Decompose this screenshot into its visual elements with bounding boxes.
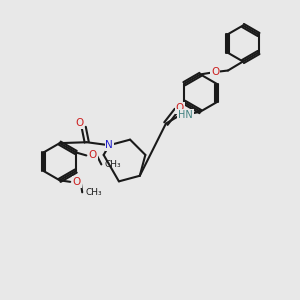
Text: N: N bbox=[105, 140, 113, 150]
Text: O: O bbox=[75, 118, 83, 128]
Text: HN: HN bbox=[178, 110, 193, 120]
Text: O: O bbox=[73, 177, 81, 187]
Text: O: O bbox=[75, 118, 83, 128]
Text: HN: HN bbox=[178, 110, 193, 120]
Text: O: O bbox=[211, 67, 220, 77]
Text: O: O bbox=[89, 150, 97, 161]
Text: CH₃: CH₃ bbox=[105, 160, 122, 169]
Text: O: O bbox=[73, 177, 81, 187]
Text: O: O bbox=[176, 103, 184, 113]
Text: N: N bbox=[105, 140, 113, 150]
Text: CH₃: CH₃ bbox=[85, 188, 102, 197]
Text: O: O bbox=[176, 103, 184, 113]
Text: O: O bbox=[211, 67, 220, 77]
Text: O: O bbox=[89, 150, 97, 161]
